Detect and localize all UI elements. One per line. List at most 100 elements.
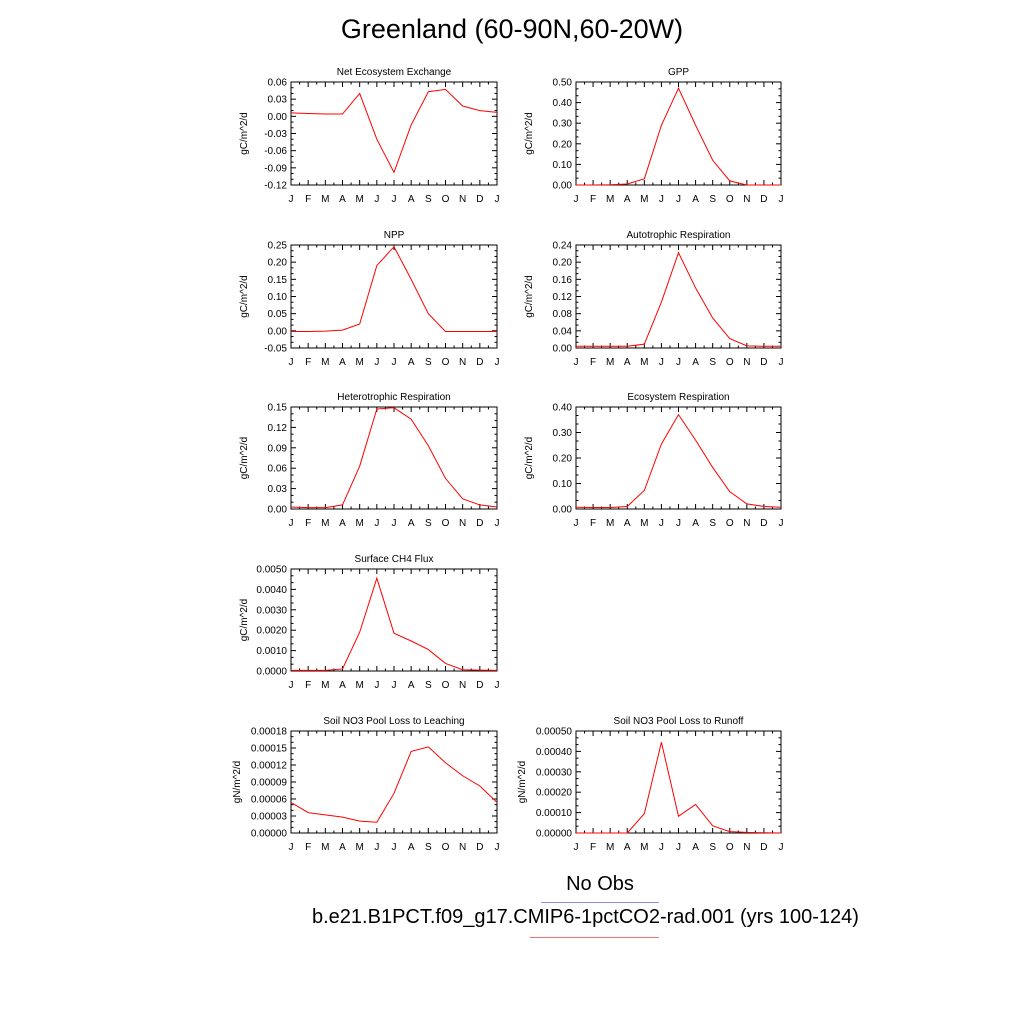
x-tick-label: N — [459, 842, 466, 853]
y-tick-label: 0.00010 — [536, 808, 573, 819]
series-line — [576, 251, 781, 347]
x-tick-label: S — [709, 194, 716, 205]
x-tick-label: O — [726, 518, 734, 529]
x-tick-label: J — [676, 518, 681, 529]
x-tick-label: A — [624, 357, 631, 368]
x-tick-label: S — [709, 518, 716, 529]
x-tick-label: S — [709, 357, 716, 368]
x-tick-label: N — [743, 842, 750, 853]
x-tick-label: F — [590, 518, 596, 529]
x-tick-label: O — [442, 842, 450, 853]
x-tick-label: J — [495, 357, 500, 368]
x-tick-label: M — [321, 194, 329, 205]
x-tick-label: A — [408, 357, 415, 368]
y-axis-label: gN/m^2/d — [232, 761, 243, 804]
y-tick-label: 0.50 — [553, 78, 573, 89]
x-tick-label: A — [339, 357, 346, 368]
x-tick-label: J — [574, 357, 579, 368]
y-tick-label: 0.0040 — [256, 585, 287, 596]
x-tick-label: J — [495, 194, 500, 205]
x-tick-label: J — [392, 357, 397, 368]
panel-soil-no3-pool-loss-to-leaching: J F M A M J J A S O N D J0.000000.000030.000060.0000… — [232, 716, 500, 853]
x-tick-label: A — [692, 194, 699, 205]
y-tick-label: 0.00006 — [251, 795, 288, 806]
panel-title: Net Ecosystem Exchange — [337, 67, 452, 78]
series-line — [291, 576, 498, 671]
legend-obs-line — [541, 902, 659, 903]
x-tick-label: D — [476, 194, 483, 205]
x-tick-label: A — [692, 357, 699, 368]
y-tick-label: -0.12 — [264, 181, 287, 192]
x-tick-label: O — [726, 194, 734, 205]
y-tick-label: -0.05 — [264, 344, 287, 355]
x-tick-label: D — [760, 357, 767, 368]
y-axis-label: gC/m^2/d — [524, 437, 535, 480]
x-tick-label: J — [659, 518, 664, 529]
x-tick-label: O — [726, 357, 734, 368]
plot-frame — [290, 406, 498, 510]
y-axis-label: gC/m^2/d — [239, 112, 250, 155]
x-tick-label: A — [692, 842, 699, 853]
plot-frame — [575, 730, 782, 834]
x-tick-label: A — [692, 518, 699, 529]
y-tick-label: 0.00040 — [536, 747, 573, 758]
x-tick-label: S — [425, 357, 432, 368]
y-tick-label: 0.00000 — [251, 829, 288, 840]
x-tick-label: F — [305, 680, 311, 691]
plot-frame — [575, 406, 782, 510]
y-tick-label: 0.00 — [553, 344, 573, 355]
x-tick-label: J — [779, 842, 784, 853]
series-line — [290, 746, 498, 823]
x-tick-label: J — [392, 518, 397, 529]
x-tick-label: J — [779, 357, 784, 368]
series-line — [290, 88, 498, 174]
x-tick-label: J — [779, 518, 784, 529]
y-tick-label: 0.03 — [268, 95, 288, 106]
panel-title: NPP — [384, 230, 405, 241]
y-tick-label: 0.03 — [268, 484, 288, 495]
y-tick-label: 0.0000 — [256, 667, 287, 678]
y-tick-label: 0.12 — [268, 423, 288, 434]
panel-title: Soil NO3 Pool Loss to Leaching — [323, 716, 464, 727]
x-tick-label: D — [476, 357, 483, 368]
y-tick-label: 0.00015 — [251, 744, 288, 755]
x-tick-label: A — [624, 194, 631, 205]
x-tick-label: M — [321, 518, 329, 529]
y-tick-label: -0.06 — [264, 146, 287, 157]
y-tick-label: 0.09 — [268, 443, 288, 454]
panel-title: Autotrophic Respiration — [627, 230, 731, 241]
x-tick-label: J — [574, 194, 579, 205]
y-tick-label: 0.40 — [553, 403, 573, 414]
x-tick-label: D — [476, 680, 483, 691]
y-tick-label: 0.24 — [553, 241, 573, 252]
x-tick-label: J — [574, 842, 579, 853]
y-tick-label: 0.30 — [553, 428, 573, 439]
y-tick-label: 0.06 — [268, 78, 288, 89]
y-tick-label: 0.00 — [553, 505, 573, 516]
y-tick-label: 0.00020 — [536, 788, 573, 799]
x-tick-label: O — [442, 518, 450, 529]
x-tick-label: O — [442, 680, 450, 691]
legend-model-label: b.e21.B1PCT.f09_g17.CMIP6-1pctCO2-rad.00… — [312, 906, 859, 928]
x-tick-label: F — [305, 357, 311, 368]
x-tick-label: A — [408, 518, 415, 529]
x-tick-label: D — [476, 842, 483, 853]
x-tick-label: N — [459, 194, 466, 205]
x-tick-label: A — [624, 842, 631, 853]
plot-frame — [290, 244, 498, 349]
x-tick-label: J — [495, 842, 500, 853]
y-tick-label: 0.00 — [268, 112, 288, 123]
y-tick-label: 0.00030 — [536, 767, 573, 778]
x-tick-label: M — [640, 194, 648, 205]
x-tick-label: O — [442, 357, 450, 368]
y-axis-label: gN/m^2/d — [517, 761, 528, 804]
x-tick-label: M — [355, 680, 363, 691]
page-title: Greenland (60-90N,60-20W) — [340, 14, 684, 44]
plot-frame — [575, 244, 782, 349]
x-tick-label: N — [743, 518, 750, 529]
x-tick-label: F — [305, 842, 311, 853]
x-tick-label: J — [374, 357, 379, 368]
y-tick-label: -0.03 — [264, 129, 287, 140]
x-tick-label: J — [374, 518, 379, 529]
x-tick-label: N — [459, 680, 466, 691]
